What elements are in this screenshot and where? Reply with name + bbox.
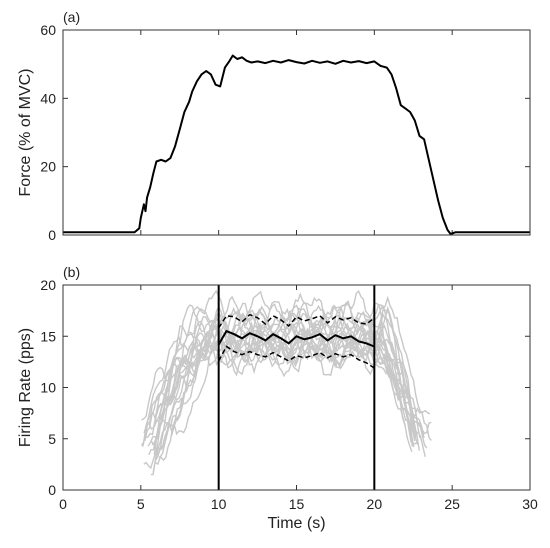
motor-unit-trace (155, 339, 414, 465)
force-plot-frame (62, 29, 531, 236)
y-tick-label: 60 (40, 22, 56, 38)
motor-unit-trace (143, 319, 432, 441)
motor-unit-trace (140, 289, 409, 446)
x-tick-label: 25 (444, 496, 460, 512)
y-tick-label: 5 (48, 431, 56, 447)
panel-label-a: (a) (63, 9, 80, 25)
x-tick-label: 15 (289, 496, 305, 512)
y-tick-label: 20 (40, 277, 56, 293)
force-panel: (a) Force (% of MVC) 0 20 40 60 (17, 9, 531, 243)
x-tick-label: 0 (59, 496, 67, 512)
x-tick-label: 5 (137, 496, 145, 512)
force-trace (63, 54, 530, 235)
panel-label-b: (b) (63, 264, 80, 280)
y-tick-label: 10 (40, 380, 56, 396)
y-tick-label: 20 (40, 159, 56, 175)
x-tick-label: 30 (522, 496, 538, 512)
motor-unit-trace (147, 295, 413, 452)
force-axis-ticks: 0 20 40 60 (40, 22, 531, 243)
x-tick-label: 20 (367, 496, 383, 512)
force-lines (63, 54, 530, 235)
force-y-axis-label: Force (% of MVC) (17, 68, 34, 196)
sd-upper-line (218, 313, 375, 329)
firing-rate-y-axis-label: Firing Rate (pps) (17, 328, 34, 447)
firing-rate-panel: (b) Firing Rate (pps) Time (s) 0 5 10 15 20 2… (17, 264, 538, 532)
motor-unit-trace (142, 320, 426, 457)
motor-unit-trace (145, 330, 415, 438)
x-tick-label: 10 (211, 496, 227, 512)
mean-firing-rate-line (217, 329, 375, 348)
y-tick-label: 0 (48, 227, 56, 243)
time-x-axis-label: Time (s) (267, 515, 325, 532)
firing-rate-plot-frame (62, 284, 531, 491)
sd-lower-line (218, 345, 375, 369)
y-tick-label: 15 (40, 328, 56, 344)
firing-rate-lines (140, 285, 432, 490)
y-tick-label: 0 (48, 482, 56, 498)
y-tick-label: 40 (40, 90, 56, 106)
